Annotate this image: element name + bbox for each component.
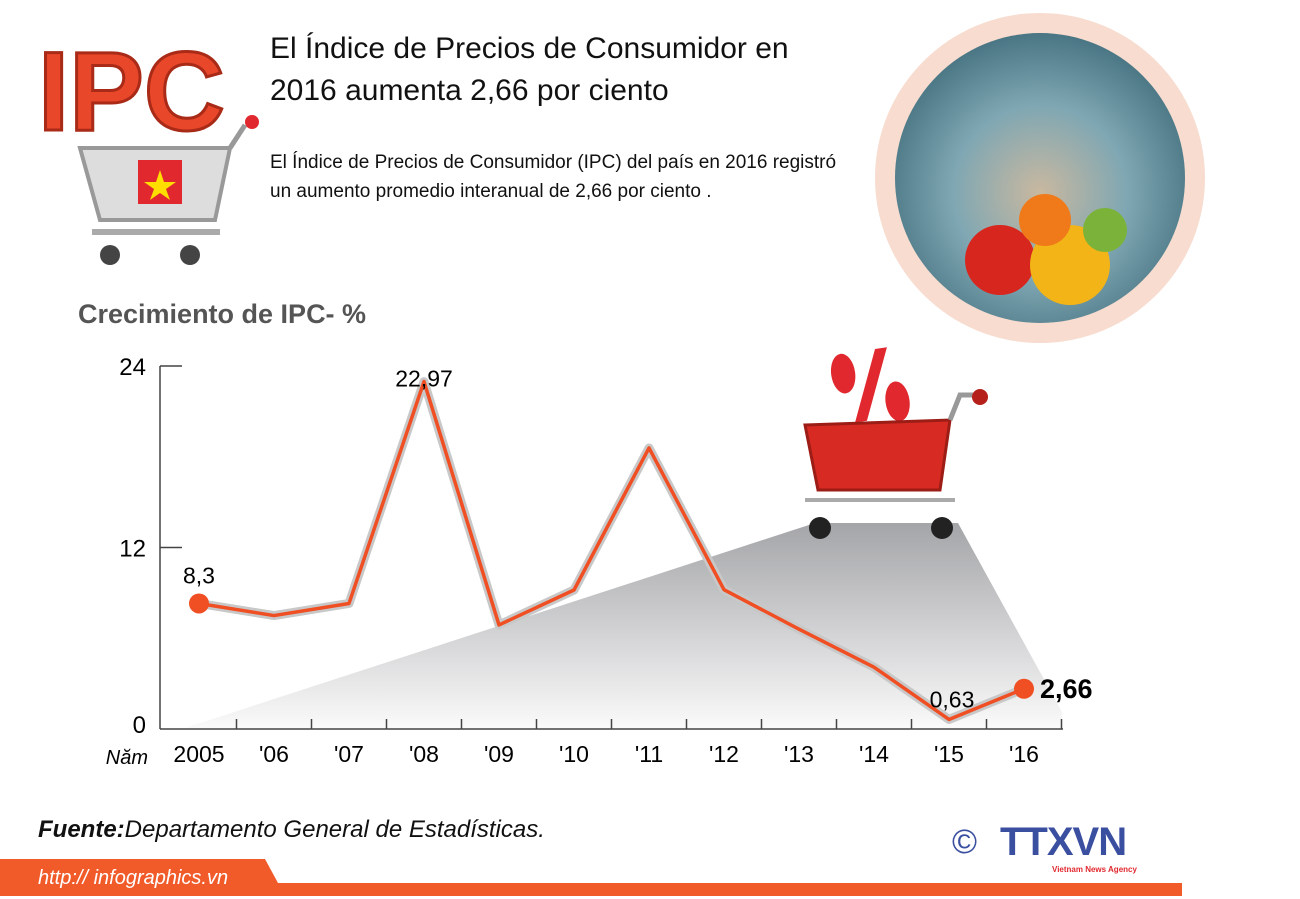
data-label: 8,3 — [183, 562, 215, 588]
x-tick-label: '06 — [259, 741, 289, 767]
footer-bar — [0, 859, 1182, 896]
description: El Índice de Precios de Consumidor (IPC)… — [270, 152, 837, 202]
agency-subtitle: Vietnam News Agency — [1052, 865, 1137, 874]
agency-logo: TTXVN — [1000, 820, 1127, 864]
x-tick-label: '15 — [934, 741, 964, 767]
x-tick-label: '13 — [784, 741, 814, 767]
y-tick-label: 0 — [133, 712, 146, 739]
x-tick-label: '12 — [709, 741, 739, 767]
chart-title: Crecimiento de IPC- % — [78, 299, 367, 329]
x-tick-label: '16 — [1009, 741, 1039, 767]
x-tick-label: '10 — [559, 741, 589, 767]
x-tick-label: '14 — [859, 741, 889, 767]
data-label: 22,97 — [395, 366, 453, 392]
x-tick-label: '09 — [484, 741, 514, 767]
page-title: El Índice de Precios de Consumidor en 20… — [270, 32, 789, 107]
source-label: Fuente: — [38, 816, 125, 843]
star-icon — [144, 170, 176, 200]
x-tick-label: 2005 — [173, 741, 224, 767]
y-tick-label: 24 — [119, 354, 146, 381]
supermarket-photo — [875, 13, 1205, 343]
source-text: Departamento General de Estadísticas. — [124, 816, 545, 843]
data-point — [189, 593, 209, 614]
x-tick-label: '07 — [334, 741, 364, 767]
data-label: 2,66 — [1040, 674, 1093, 704]
ipc-logo-text: IPC — [38, 29, 225, 154]
shadow-decoration — [185, 523, 1062, 728]
percent-cart-icon — [803, 347, 988, 539]
data-point — [1014, 678, 1034, 699]
copyright-icon: © — [952, 823, 978, 861]
y-tick-label: 12 — [119, 536, 146, 563]
x-tick-label: '11 — [635, 741, 663, 767]
source-note: Fuente:Departamento General de Estadísti… — [38, 815, 545, 845]
x-axis-label: Năm — [106, 747, 148, 769]
series-line — [198, 379, 1025, 722]
x-tick-label: '08 — [409, 741, 439, 767]
ipc-cart-logo: IPC — [37, 28, 259, 265]
data-label: 0,63 — [930, 686, 975, 712]
website-link[interactable]: http:// infographics.vn — [38, 867, 229, 889]
